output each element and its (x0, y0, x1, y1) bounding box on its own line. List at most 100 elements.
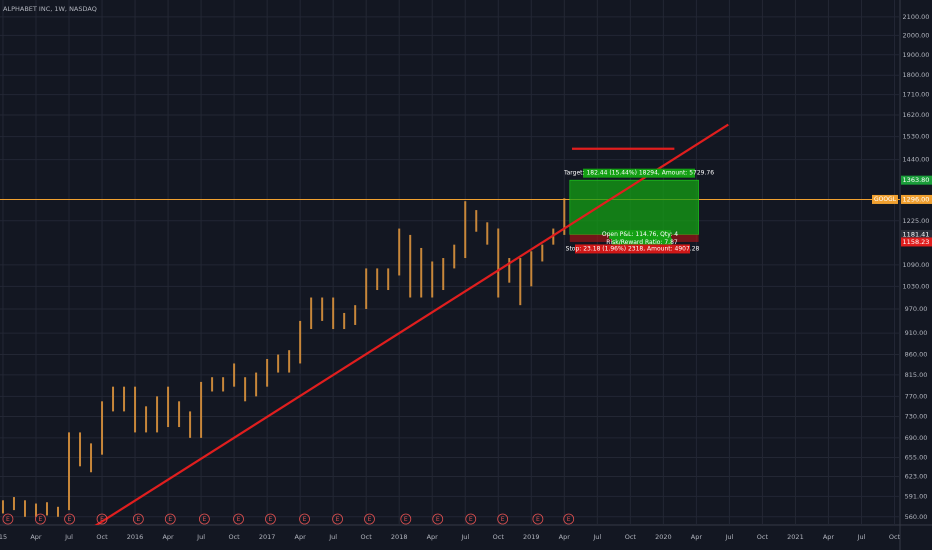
earnings-marker (532, 513, 544, 525)
trend-line (94, 123, 729, 525)
y-tick-label: 2100.00 (903, 13, 930, 21)
x-tick-label: Oct (361, 533, 373, 541)
earnings-marker (432, 513, 444, 525)
x-tick-label: Oct (889, 533, 901, 541)
y-tick-label: 860.00 (905, 351, 928, 359)
earnings-label: E (436, 516, 440, 523)
earnings-marker (265, 513, 276, 525)
position-label: Stop: 23.18 (1.96%) 2318, Amount: 4907.2… (566, 245, 700, 252)
earnings-label: E (536, 516, 540, 523)
earnings-marker (64, 513, 75, 525)
earnings-label: E (202, 516, 206, 523)
earnings-label: E (567, 516, 571, 523)
earnings-label: E (469, 516, 473, 523)
x-tick-label: Apr (823, 533, 835, 541)
price-label-box (901, 229, 932, 239)
earnings-label: E (404, 516, 408, 523)
earnings-label: E (100, 516, 104, 523)
earnings-marker (164, 513, 176, 525)
price-label-box (901, 194, 932, 204)
position-label: Open P&L: 114.76, Qty: 4 (602, 231, 678, 238)
y-tick-label: 1030.00 (903, 282, 930, 290)
price-label-box (901, 237, 932, 247)
y-tick-label: 560.00 (905, 513, 928, 521)
plot: Target: 182.44 (15.44%) 18294, Amount: 5… (0, 123, 900, 525)
y-tick-label: 815.00 (905, 371, 928, 379)
position-label-box (609, 229, 671, 239)
y-tick-label: 591.00 (905, 492, 928, 500)
x-tick-label: Apr (162, 533, 174, 541)
position-label-box (583, 168, 695, 178)
x-tick-label: Oct (228, 533, 240, 541)
earnings-label: E (336, 516, 340, 523)
x-tick-label: Oct (493, 533, 505, 541)
earnings-marker (332, 513, 343, 525)
x-tick-label: 15 (0, 533, 7, 541)
earnings-label: E (303, 516, 307, 523)
x-tick-label: Jul (592, 533, 601, 541)
position-label: Risk/Reward Ratio: 7.87 (606, 239, 678, 246)
y-tick-label: 730.00 (905, 413, 928, 421)
x-tick-label: Jul (857, 533, 866, 541)
x-tick-label: 2018 (391, 533, 408, 541)
y-tick-label: 623.00 (905, 472, 928, 480)
earnings-label: E (237, 516, 241, 523)
x-tick-label: Apr (427, 533, 439, 541)
x-tick-label: 2021 (787, 533, 804, 541)
earnings-marker (96, 513, 108, 525)
earnings-marker (198, 513, 210, 525)
symbol-label: GOOGL (874, 196, 897, 203)
earnings-label: E (501, 516, 505, 523)
earnings-marker (400, 513, 412, 525)
price-label: 1158.23 (903, 238, 930, 246)
y-tick-label: 1225.00 (903, 217, 930, 225)
x-tick-label: 2017 (259, 533, 276, 541)
y-tick-label: 1800.00 (903, 71, 930, 79)
x-tick-label: Apr (295, 533, 307, 541)
price-label: 1296.00 (903, 195, 930, 203)
x-tick-label: 2020 (655, 533, 672, 541)
y-tick-label: 770.00 (905, 392, 928, 400)
earnings-marker (497, 513, 509, 525)
earnings-label: E (136, 516, 140, 523)
y-tick-label: 1090.00 (903, 261, 930, 269)
x-tick-label: Oct (625, 533, 637, 541)
earnings-label: E (368, 516, 372, 523)
earnings-label: E (168, 516, 172, 523)
x-tick-label: Apr (559, 533, 571, 541)
y-tick-label: 1900.00 (903, 51, 930, 59)
position-label-box (575, 244, 690, 254)
x-tick-label: Jul (64, 533, 73, 541)
x-tick-label: 2019 (523, 533, 540, 541)
x-tick-label: Jul (328, 533, 337, 541)
y-tick-label: 1440.00 (903, 156, 930, 164)
y-tick-label: 1620.00 (903, 111, 930, 119)
y-tick-label: 910.00 (905, 329, 928, 337)
target-zone (569, 179, 699, 235)
x-tick-label: Apr (691, 533, 703, 541)
earnings-label: E (269, 516, 273, 523)
price-label: 1363.80 (903, 176, 930, 184)
y-tick-label: 1710.00 (903, 91, 930, 99)
y-tick-label: 655.00 (905, 454, 928, 462)
earnings-marker (233, 513, 244, 525)
x-tick-label: Oct (757, 533, 769, 541)
x-tick-label: 2016 (127, 533, 144, 541)
earnings-marker (2, 513, 14, 525)
symbol-label-box (872, 194, 898, 204)
x-tick-label: Jul (460, 533, 469, 541)
x-tick-label: Apr (30, 533, 42, 541)
chart-title: ALPHABET INC, 1W, NASDAQ (3, 5, 97, 13)
earnings-label: E (6, 516, 10, 523)
earnings-marker (132, 513, 144, 525)
earnings-marker (465, 513, 477, 525)
earnings-marker (563, 513, 575, 525)
x-tick-label: Jul (724, 533, 733, 541)
position-label-box (612, 237, 672, 247)
earnings-marker (299, 513, 310, 525)
position-label: Target: 182.44 (15.44%) 18294, Amount: 5… (563, 170, 714, 177)
y-tick-label: 2000.00 (903, 31, 930, 39)
x-tick-label: Jul (196, 533, 205, 541)
